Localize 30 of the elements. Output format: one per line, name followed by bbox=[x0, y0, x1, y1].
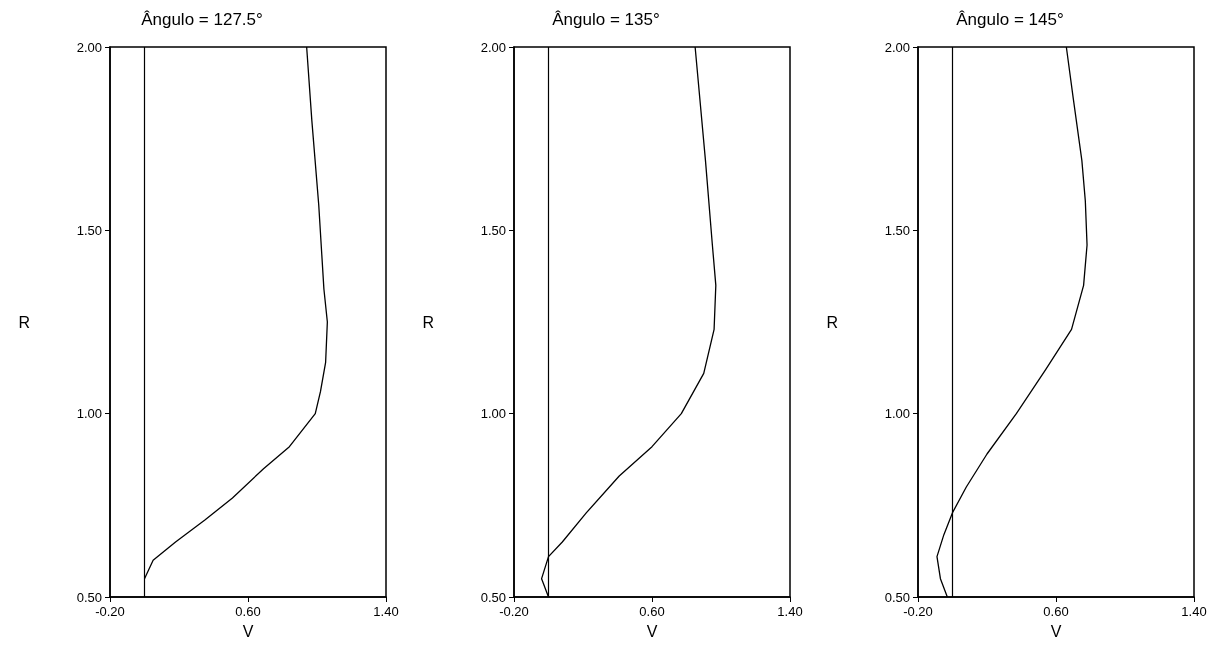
y-tick-label: 1.50 bbox=[884, 222, 910, 238]
y-tick-label: 1.00 bbox=[884, 406, 910, 422]
y-tick-label: 0.50 bbox=[884, 589, 910, 605]
y-tick-label: 1.50 bbox=[480, 222, 506, 238]
x-tick-label: 0.60 bbox=[235, 604, 261, 619]
y-axis-title: R bbox=[826, 313, 838, 331]
chart-title: Ângulo = 135° bbox=[552, 10, 660, 29]
x-tick-label: 1.40 bbox=[1181, 604, 1207, 619]
x-tick-label: -0.20 bbox=[499, 604, 529, 619]
y-tick-label: 1.00 bbox=[76, 406, 102, 422]
y-axis-title: R bbox=[18, 313, 30, 331]
x-tick-label: 0.60 bbox=[639, 604, 665, 619]
x-tick-label: -0.20 bbox=[95, 604, 125, 619]
x-axis-title: V bbox=[242, 622, 254, 640]
chart-title: Ângulo = 145° bbox=[956, 10, 1064, 29]
x-tick-label: 0.60 bbox=[1043, 604, 1069, 619]
y-tick-label: 2.00 bbox=[76, 39, 102, 55]
x-tick-label: -0.20 bbox=[903, 604, 933, 619]
y-axis-title: R bbox=[422, 313, 434, 331]
y-tick-label: 1.00 bbox=[480, 406, 506, 422]
y-tick-label: 1.50 bbox=[76, 222, 102, 238]
x-axis-title: V bbox=[646, 622, 658, 640]
y-tick-label: 0.50 bbox=[76, 589, 102, 605]
y-tick-label: 2.00 bbox=[480, 39, 506, 55]
chart-title: Ângulo = 127.5° bbox=[141, 10, 263, 29]
y-tick-label: 2.00 bbox=[884, 39, 910, 55]
y-tick-label: 0.50 bbox=[480, 589, 506, 605]
x-axis-title: V bbox=[1050, 622, 1062, 640]
x-tick-label: 1.40 bbox=[777, 604, 803, 619]
x-tick-label: 1.40 bbox=[373, 604, 399, 619]
